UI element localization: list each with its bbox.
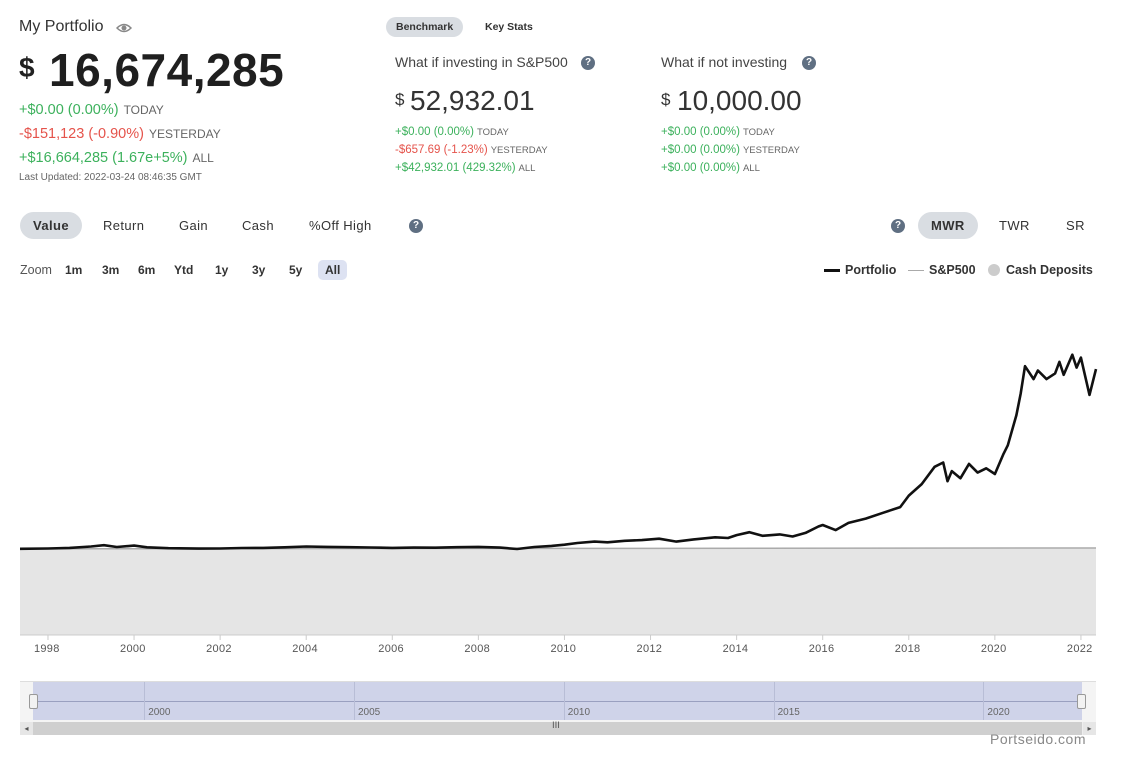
sp500-help-icon[interactable]: ?: [581, 56, 595, 70]
tab-key-stats[interactable]: Key Stats: [485, 21, 533, 33]
navigator-tick-label: 2015: [777, 707, 800, 718]
navigator-tick-label: 2010: [567, 707, 591, 718]
x-tick-label: 2004: [292, 643, 318, 655]
not-investing-change-today: +$0.00 (0.00%) TODAY: [661, 126, 775, 138]
zoom-5y[interactable]: 5y: [289, 263, 303, 277]
x-tick-label: 2012: [636, 643, 663, 655]
x-tick-label: 2018: [894, 643, 921, 655]
tab-twr[interactable]: TWR: [999, 218, 1030, 233]
last-updated: Last Updated: 2022-03-24 08:46:35 GMT: [19, 172, 202, 183]
tab-mwr[interactable]: MWR: [918, 212, 978, 239]
navigator-left-handle[interactable]: [29, 694, 38, 709]
x-tick-label: 2014: [722, 643, 749, 655]
not-investing-help-icon[interactable]: ?: [802, 56, 816, 70]
navigator-line: [33, 701, 1082, 702]
tab-cash[interactable]: Cash: [242, 218, 274, 233]
metric-help-icon[interactable]: ?: [409, 219, 423, 233]
scroll-left-arrow-icon[interactable]: ◂: [20, 722, 33, 735]
sp500-currency: $: [395, 90, 405, 109]
legend-sp500-swatch: [908, 269, 924, 271]
change-all: +$16,664,285 (1.67e+5%) ALL: [19, 150, 214, 166]
navigator-right-handle[interactable]: [1077, 694, 1086, 709]
zoom-6m[interactable]: 6m: [138, 263, 156, 277]
navigator-gridline: [773, 682, 775, 720]
series-line-portfolio[interactable]: [19, 353, 1098, 551]
legend-cash-swatch: [988, 264, 1000, 276]
x-tick-label: 2002: [206, 643, 232, 655]
x-tick-label: 2000: [120, 643, 146, 655]
tab-value[interactable]: Value: [20, 212, 82, 239]
scroll-right-arrow-icon[interactable]: ▸: [1083, 722, 1096, 735]
currency-symbol: $: [19, 52, 35, 83]
tab-off-high[interactable]: %Off High: [309, 218, 372, 233]
scrollbar-thumb[interactable]: [33, 722, 1082, 735]
portfolio-title: My Portfolio: [19, 18, 104, 35]
not-investing-value: 10,000.00: [677, 85, 802, 116]
x-tick-label: 2022: [1066, 643, 1093, 655]
sp500-title: What if investing in S&P500: [395, 54, 568, 70]
cash-deposits-area: [20, 548, 1096, 635]
tab-sr[interactable]: SR: [1066, 218, 1085, 233]
navigator-gridline: [144, 682, 146, 720]
navigator-tick-label: 2000: [148, 707, 171, 718]
navigator-tick-label: 2020: [987, 707, 1010, 718]
tab-return[interactable]: Return: [103, 218, 145, 233]
tab-benchmark[interactable]: Benchmark: [386, 17, 464, 37]
sp500-change-today: +$0.00 (0.00%) TODAY: [395, 126, 509, 138]
x-tick-label: 2016: [808, 643, 835, 655]
navigator-gridline: [563, 682, 565, 720]
eye-icon[interactable]: [116, 21, 132, 35]
legend-cash[interactable]: Cash Deposits: [988, 263, 1093, 277]
not-investing-change-yesterday: +$0.00 (0.00%) YESTERDAY: [661, 144, 800, 156]
zoom-3m[interactable]: 3m: [102, 263, 120, 277]
legend-sp500[interactable]: S&P500: [908, 263, 976, 277]
zoom-1y[interactable]: 1y: [215, 263, 229, 277]
x-tick-label: 2020: [980, 643, 1007, 655]
navigator-gridline: [353, 682, 355, 720]
zoom-3y[interactable]: 3y: [252, 263, 266, 277]
x-tick-label: 2006: [378, 643, 404, 655]
sp500-value: 52,932.01: [410, 85, 535, 116]
tab-gain[interactable]: Gain: [179, 218, 209, 233]
change-today: +$0.00 (0.00%) TODAY: [19, 102, 164, 118]
x-tick-label: 2008: [464, 643, 491, 655]
navigator-tick-label: 2005: [357, 707, 381, 718]
zoom-ytd[interactable]: Ytd: [174, 263, 194, 277]
sp500-change-yesterday: -$657.69 (-1.23%) YESTERDAY: [395, 144, 548, 156]
navigator-gridline: [983, 682, 985, 720]
x-tick-label: 2010: [550, 643, 577, 655]
zoom-1m[interactable]: 1m: [65, 263, 83, 277]
not-investing-currency: $: [661, 90, 671, 109]
portfolio-value: 16,674,285: [49, 44, 285, 96]
legend-portfolio[interactable]: Portfolio: [824, 263, 896, 277]
scrollbar-grip: III: [552, 721, 560, 731]
not-investing-title: What if not investing: [661, 54, 788, 70]
sp500-change-all: +$42,932.01 (429.32%) ALL: [395, 162, 536, 174]
watermark: Portseido.com: [990, 731, 1086, 747]
legend-portfolio-swatch: [824, 268, 840, 272]
change-yesterday: -$151,123 (-0.90%) YESTERDAY: [19, 126, 221, 142]
x-tick-label: 1998: [33, 643, 60, 655]
not-investing-change-all: +$0.00 (0.00%) ALL: [661, 162, 760, 174]
zoom-label: Zoom: [20, 263, 52, 277]
zoom-all[interactable]: All: [318, 260, 348, 280]
method-help-icon[interactable]: ?: [891, 219, 905, 233]
